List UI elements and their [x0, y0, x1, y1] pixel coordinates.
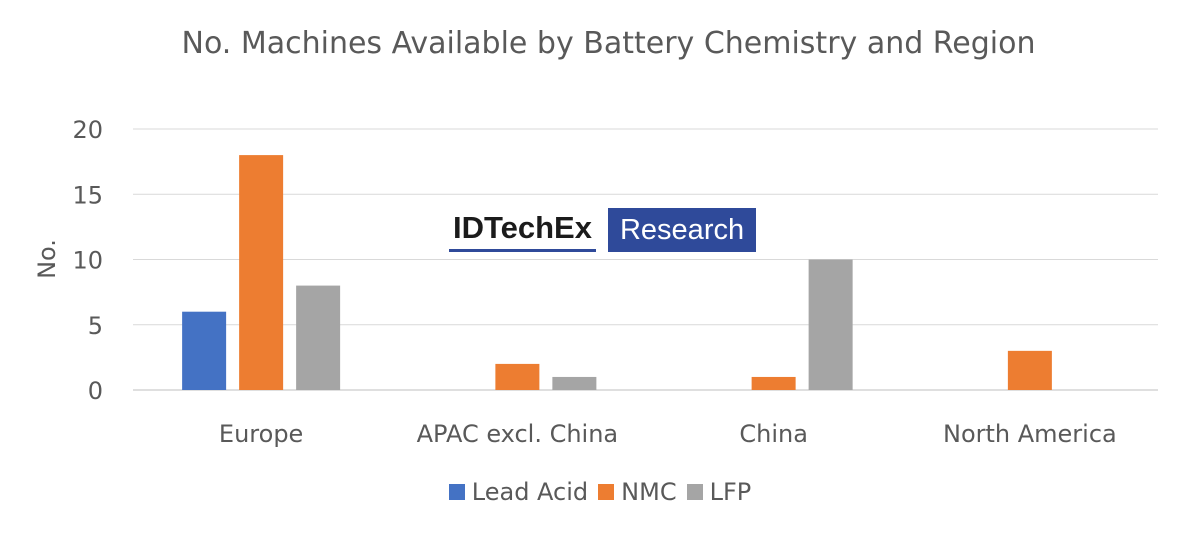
legend-label: Lead Acid — [471, 478, 589, 506]
bar-lfp — [808, 259, 853, 390]
gridlines — [133, 128, 1158, 391]
legend-swatch — [686, 484, 703, 500]
watermark-tag: Research — [607, 208, 757, 252]
y-tick-label: 10 — [72, 247, 103, 275]
x-tick-label: North America — [943, 420, 1117, 448]
bars — [182, 155, 1052, 390]
legend-swatch — [448, 484, 465, 500]
bar-lead-acid — [182, 311, 227, 390]
bar-nmc — [495, 363, 540, 390]
y-axis-label: No. — [33, 239, 61, 279]
axis-labels: 0 5 10 15 20 No. Europe APAC excl. China China No… — [33, 116, 1117, 448]
y-tick-label: 5 — [88, 312, 103, 340]
legend-item: LFP — [686, 478, 752, 506]
chart-title: No. Machines Available by Battery Chemis… — [181, 26, 1036, 61]
bar-nmc — [239, 155, 284, 390]
x-tick-label: APAC excl. China — [417, 420, 619, 448]
legend-item: Lead Acid — [448, 478, 589, 506]
bar-lfp — [296, 285, 341, 390]
idtechex-watermark: IDTechEx Research — [449, 208, 757, 252]
legend-label: LFP — [709, 478, 752, 506]
y-tick-label: 0 — [88, 377, 103, 405]
legend-item: NMC — [598, 478, 677, 506]
x-tick-label: Europe — [219, 420, 303, 448]
chart-legend: Lead Acid NMC LFP — [0, 478, 1200, 506]
bar-nmc — [751, 376, 796, 390]
bar-nmc — [1007, 350, 1052, 390]
legend-swatch — [598, 484, 615, 500]
y-tick-label: 20 — [72, 116, 103, 144]
legend-label: NMC — [621, 478, 677, 506]
y-tick-label: 15 — [72, 181, 103, 209]
watermark-brand: IDTechEx — [449, 209, 596, 252]
x-tick-label: China — [739, 420, 808, 448]
bar-lfp — [552, 376, 597, 390]
